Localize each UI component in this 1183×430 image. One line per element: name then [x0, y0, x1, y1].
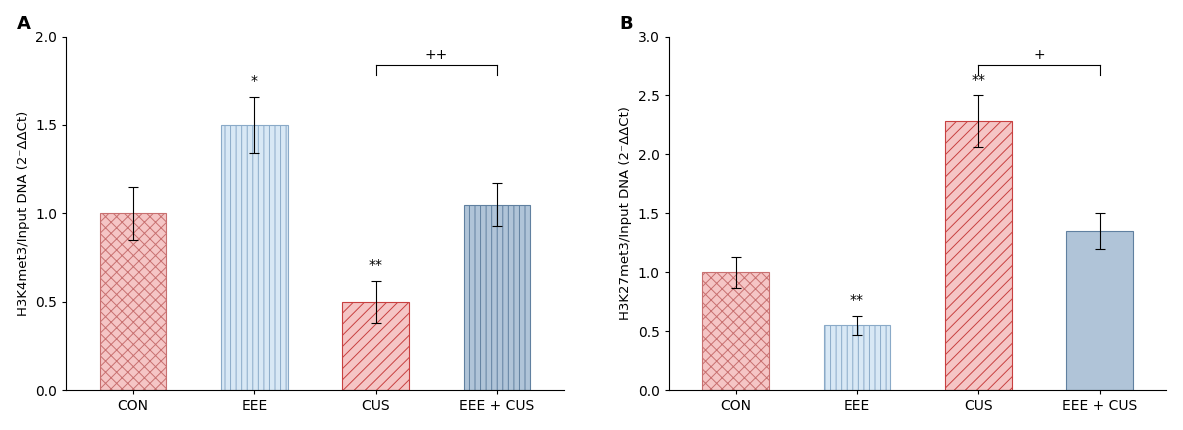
- Bar: [1066, 231, 1133, 390]
- Text: **: **: [849, 293, 864, 307]
- Bar: [823, 326, 891, 390]
- Y-axis label: H3K27met3/Input DNA (2⁻ΔΔCt): H3K27met3/Input DNA (2⁻ΔΔCt): [619, 107, 632, 320]
- Bar: [221, 125, 287, 390]
- Text: *: *: [251, 74, 258, 88]
- Text: ++: ++: [425, 48, 448, 62]
- Bar: [342, 302, 409, 390]
- Text: B: B: [619, 15, 633, 33]
- Bar: [703, 272, 769, 390]
- Text: A: A: [17, 15, 31, 33]
- Bar: [464, 205, 530, 390]
- Bar: [945, 121, 1011, 390]
- Text: **: **: [369, 258, 382, 272]
- Text: +: +: [1033, 48, 1045, 62]
- Y-axis label: H3K4met3/Input DNA (2⁻ΔΔCt): H3K4met3/Input DNA (2⁻ΔΔCt): [17, 111, 30, 316]
- Text: **: **: [971, 73, 985, 87]
- Bar: [99, 213, 167, 390]
